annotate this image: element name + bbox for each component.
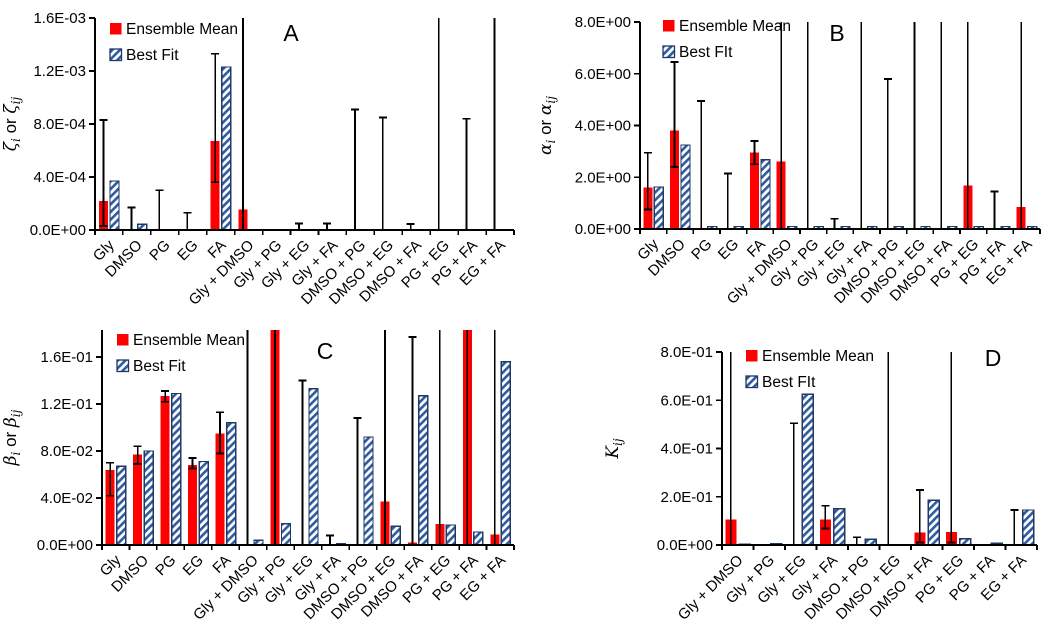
bar-best-fit bbox=[833, 508, 846, 546]
bar-best-fit bbox=[445, 524, 456, 546]
y-tick-label: 8.0E-02 bbox=[40, 443, 93, 460]
panel-letter: B bbox=[829, 20, 844, 46]
legend: Ensemble Mean Best FIt bbox=[745, 348, 874, 391]
y-tick-label: 0.0E+00 bbox=[657, 537, 713, 554]
bar-best-fit bbox=[225, 422, 237, 546]
bar-ensemble-mean bbox=[160, 395, 170, 545]
y-tick-label: 1.2E-01 bbox=[40, 396, 93, 413]
y-tick-label: 8.0E-04 bbox=[33, 116, 86, 133]
bar-best-fit bbox=[390, 525, 402, 546]
bar-best-fit bbox=[418, 395, 429, 546]
bar-best-fit bbox=[760, 159, 771, 230]
legend-label-best-fit: Best FIt bbox=[762, 374, 816, 391]
legend-label-best-fit: Best Fit bbox=[133, 358, 186, 375]
legend: Ensemble Mean Best Fit bbox=[109, 21, 238, 64]
y-tick-label: 8.0E-01 bbox=[660, 344, 713, 361]
y-tick-label: 6.0E+00 bbox=[575, 66, 631, 83]
bar-best-fit bbox=[801, 393, 814, 546]
bar-best-fit bbox=[363, 436, 374, 546]
y-axis-title: Kij bbox=[603, 438, 625, 460]
bar-best-fit bbox=[116, 465, 127, 546]
y-tick-label: 2.0E+00 bbox=[575, 169, 631, 186]
bar-ensemble-mean bbox=[210, 141, 220, 230]
y-tick-label: 6.0E-01 bbox=[660, 392, 713, 409]
legend-label-ensemble-mean: Ensemble Mean bbox=[126, 21, 238, 38]
legend-label-ensemble-mean: Ensemble Mean bbox=[133, 332, 245, 349]
panel-c-chart: 0.0E+004.0E-028.0E-021.2E-011.6E-01GlyDM… bbox=[1, 330, 515, 624]
y-tick-label: 0.0E+00 bbox=[37, 537, 93, 554]
bar-best-fit bbox=[680, 144, 691, 230]
y-tick-label: 2.0E-01 bbox=[660, 489, 713, 506]
legend-label-ensemble-mean: Ensemble Mean bbox=[679, 18, 791, 35]
y-tick-label: 1.6E-01 bbox=[40, 349, 93, 366]
legend-swatch-ensemble-mean bbox=[117, 334, 129, 346]
legend-swatch-ensemble-mean bbox=[110, 23, 122, 35]
panel-b-chart: 0.0E+002.0E+004.0E+006.0E+008.0E+00GlyDM… bbox=[536, 14, 1041, 308]
y-axis-title: ζi or ζij bbox=[1, 97, 23, 152]
bar-ensemble-mean bbox=[670, 130, 679, 229]
y-tick-label: 0.0E+00 bbox=[30, 222, 86, 239]
y-axis-title: βi or βij bbox=[1, 409, 23, 466]
legend-swatch-ensemble-mean bbox=[746, 350, 758, 362]
legend-swatch-ensemble-mean bbox=[663, 20, 675, 32]
bar-ensemble-mean bbox=[188, 465, 198, 545]
bar-ensemble-mean bbox=[750, 152, 759, 229]
legend-swatch-best-fit bbox=[109, 48, 123, 62]
bar-ensemble-mean bbox=[215, 433, 225, 545]
panel-letter: C bbox=[317, 338, 334, 364]
panel-a-chart: 0.0E+004.0E-048.0E-041.2E-031.6E-03GlyDM… bbox=[1, 10, 515, 309]
bar-best-fit bbox=[143, 450, 154, 546]
legend-swatch-best-fit bbox=[662, 45, 676, 59]
x-category-label: PG bbox=[688, 236, 715, 263]
bar-best-fit bbox=[1022, 509, 1035, 546]
y-tick-label: 0.0E+00 bbox=[575, 221, 631, 238]
x-category-label: PG bbox=[146, 237, 173, 264]
legend-label-ensemble-mean: Ensemble Mean bbox=[762, 348, 874, 365]
legend-swatch-best-fit bbox=[116, 359, 130, 373]
legend: Ensemble Mean Best FIt bbox=[662, 18, 791, 61]
legend-label-best-fit: Best FIt bbox=[679, 44, 733, 61]
bar-ensemble-mean bbox=[133, 454, 143, 545]
y-tick-label: 1.2E-03 bbox=[33, 63, 86, 80]
legend: Ensemble Mean Best Fit bbox=[116, 332, 245, 375]
legend-swatch-best-fit bbox=[745, 375, 759, 389]
x-category-label: EG bbox=[180, 552, 207, 579]
bar-best-fit bbox=[171, 392, 182, 546]
y-tick-label: 4.0E+00 bbox=[575, 118, 631, 135]
bar-best-fit bbox=[198, 460, 209, 546]
bar-best-fit bbox=[280, 523, 292, 546]
x-category-label: PG bbox=[152, 552, 179, 579]
bar-best-fit bbox=[500, 361, 511, 546]
y-tick-label: 4.0E-01 bbox=[660, 441, 713, 458]
y-tick-label: 4.0E-04 bbox=[33, 169, 86, 186]
bar-best-fit bbox=[308, 388, 319, 546]
bar-best-fit bbox=[653, 186, 664, 230]
bar-best-fit bbox=[221, 66, 232, 231]
bar-ensemble-mean bbox=[105, 469, 115, 545]
y-tick-label: 4.0E-02 bbox=[40, 490, 93, 507]
bar-best-fit bbox=[109, 180, 120, 231]
bar-best-fit bbox=[473, 531, 484, 546]
x-category-label: EG bbox=[715, 236, 742, 263]
legend-label-best-fit: Best Fit bbox=[126, 47, 179, 64]
bar-best-fit bbox=[927, 499, 940, 546]
x-category-label: EG bbox=[174, 237, 201, 264]
panel-letter: A bbox=[283, 20, 299, 46]
y-tick-label: 1.6E-03 bbox=[33, 10, 86, 27]
y-axis-title: αi or αij bbox=[536, 96, 558, 155]
y-tick-label: 8.0E+00 bbox=[575, 14, 631, 31]
panel-letter: D bbox=[985, 345, 1002, 371]
bar-ensemble-mean bbox=[819, 519, 831, 545]
